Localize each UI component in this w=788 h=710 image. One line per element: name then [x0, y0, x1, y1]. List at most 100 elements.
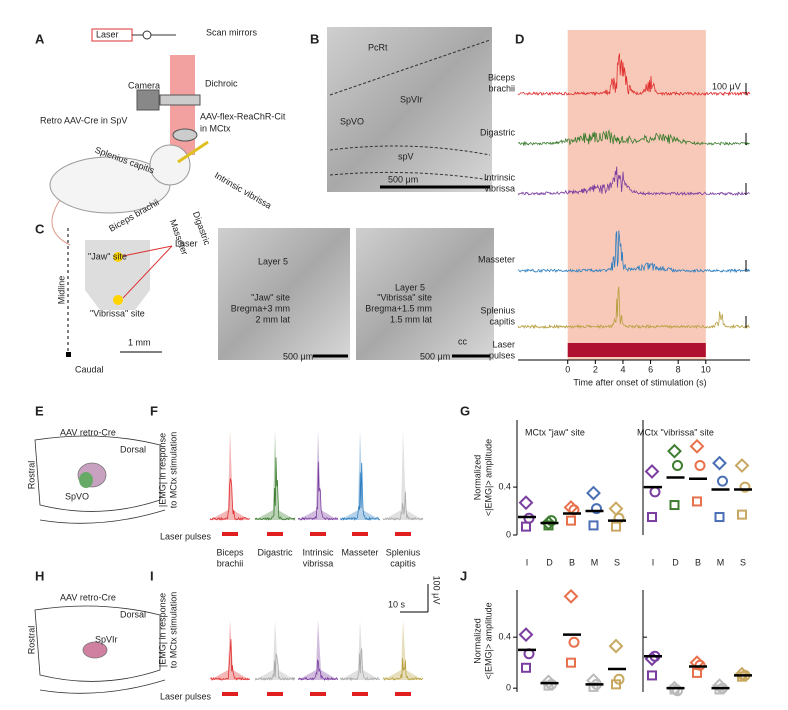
label: AAV retro-Cre: [60, 427, 116, 437]
label: AAV retro-Cre: [60, 592, 116, 602]
emg-trace: [297, 461, 339, 521]
panel-letter: H: [35, 568, 44, 583]
square-point: [566, 657, 576, 668]
emg-trace: [254, 652, 296, 682]
muscle-letter: S: [614, 557, 620, 567]
trace-band: [298, 620, 338, 680]
emg-trace: [339, 648, 380, 681]
x-tick-label: 2: [593, 364, 598, 374]
brainstem-e: [34, 435, 166, 694]
trace-band: [340, 620, 380, 680]
square-point: [611, 521, 621, 532]
circle-point: [739, 481, 751, 493]
x-tick-label: 10: [701, 364, 711, 374]
circle-point: [717, 475, 728, 487]
label: Normalized: [472, 455, 482, 501]
histology-c2: [356, 228, 494, 360]
diamond-point: [518, 495, 534, 511]
diamond-point: [667, 443, 682, 459]
square-point: [521, 521, 531, 532]
laser-line: [122, 245, 173, 257]
histology-b: [327, 27, 492, 192]
label: Laser pulses: [160, 691, 212, 701]
panel-letter: C: [35, 221, 45, 236]
trace-label: vibrissa: [484, 183, 515, 193]
panel-letter: F: [150, 403, 158, 418]
square-point: [543, 680, 554, 691]
square-point: [588, 681, 599, 692]
emg-trace: [339, 462, 381, 521]
label: 1.5 mm lat: [390, 314, 433, 324]
trace-label: Masseter: [478, 254, 515, 264]
square-point: [737, 671, 747, 682]
laser-pulse: [267, 692, 283, 696]
trace-label: Splenius: [480, 305, 515, 315]
panel-letter: G: [460, 403, 470, 418]
emg-trace: [517, 53, 751, 97]
emg-trace: [254, 457, 296, 521]
label: 500 μm: [420, 351, 450, 361]
panel-letter: I: [150, 568, 154, 583]
label: MCtx "jaw" site: [525, 427, 585, 437]
region-borders: [329, 39, 491, 181]
muscle-label: Masseter: [341, 547, 378, 557]
label: Laser pulses: [160, 531, 212, 541]
y-tick-label: 0: [506, 529, 511, 539]
label: Bregma+3 mm: [231, 303, 290, 313]
label: Layer 5: [395, 282, 425, 292]
circle-point: [568, 636, 580, 648]
label: Midline: [56, 276, 66, 305]
region-label: SpVO: [340, 116, 364, 126]
panel-letter: A: [35, 31, 45, 46]
emg-trace: [382, 491, 424, 521]
jaw-site: [113, 252, 123, 262]
laser-pulse: [222, 532, 238, 536]
diamond-point: [689, 438, 705, 454]
trace-label: Intrinsic: [484, 172, 516, 182]
x-tick-label: 4: [620, 364, 625, 374]
y-tick-label: 0.4: [498, 481, 511, 491]
square-point: [647, 512, 657, 523]
label: SpVO: [65, 491, 89, 501]
label: "Vibrissa" site: [377, 292, 432, 302]
label: to MCtx stimulation: [168, 432, 178, 509]
trace-label: brachii: [488, 83, 515, 93]
square-point: [669, 684, 680, 695]
diamond-point: [608, 638, 624, 654]
label: Scan mirrors: [206, 27, 258, 37]
x-tick-label: 0: [565, 364, 570, 374]
square-point: [714, 512, 725, 523]
emg-trace: [209, 478, 251, 521]
muscle-label: Masseter: [168, 218, 190, 256]
laser-pulse: [352, 692, 368, 696]
muscle-letter: I: [526, 557, 529, 567]
label: |EMG| in response: [157, 593, 167, 667]
label: MCtx "vibrissa" site: [637, 427, 714, 437]
setup-schematic: [49, 28, 209, 246]
label: Camera: [128, 80, 160, 90]
label: Dichroic: [205, 78, 238, 88]
label: Laser: [175, 238, 198, 248]
emg-trace: [382, 658, 424, 681]
label: Normalized: [472, 618, 482, 664]
square-point: [588, 520, 599, 531]
square-point: [543, 520, 554, 531]
muscle-letter: D: [672, 557, 679, 567]
emg-trace: [517, 230, 751, 274]
laser-pulse: [310, 532, 326, 536]
histology-c1: [218, 228, 350, 360]
muscle-letter: I: [652, 557, 655, 567]
label: Rostral: [26, 461, 36, 490]
panel-letter: D: [515, 31, 524, 46]
label: 10 s: [388, 599, 406, 609]
label: Dorsal: [120, 444, 146, 454]
region-label: PcRt: [368, 42, 388, 52]
label: to MCtx stimulation: [168, 592, 178, 669]
brain-outline: [85, 240, 150, 310]
x-tick-label: 6: [648, 364, 653, 374]
muscle-label: Splenius: [386, 547, 421, 557]
label: 1 mm: [128, 337, 151, 347]
trace-band: [255, 620, 295, 680]
diamond-point: [608, 501, 624, 517]
trace-label: Digastric: [480, 127, 516, 137]
